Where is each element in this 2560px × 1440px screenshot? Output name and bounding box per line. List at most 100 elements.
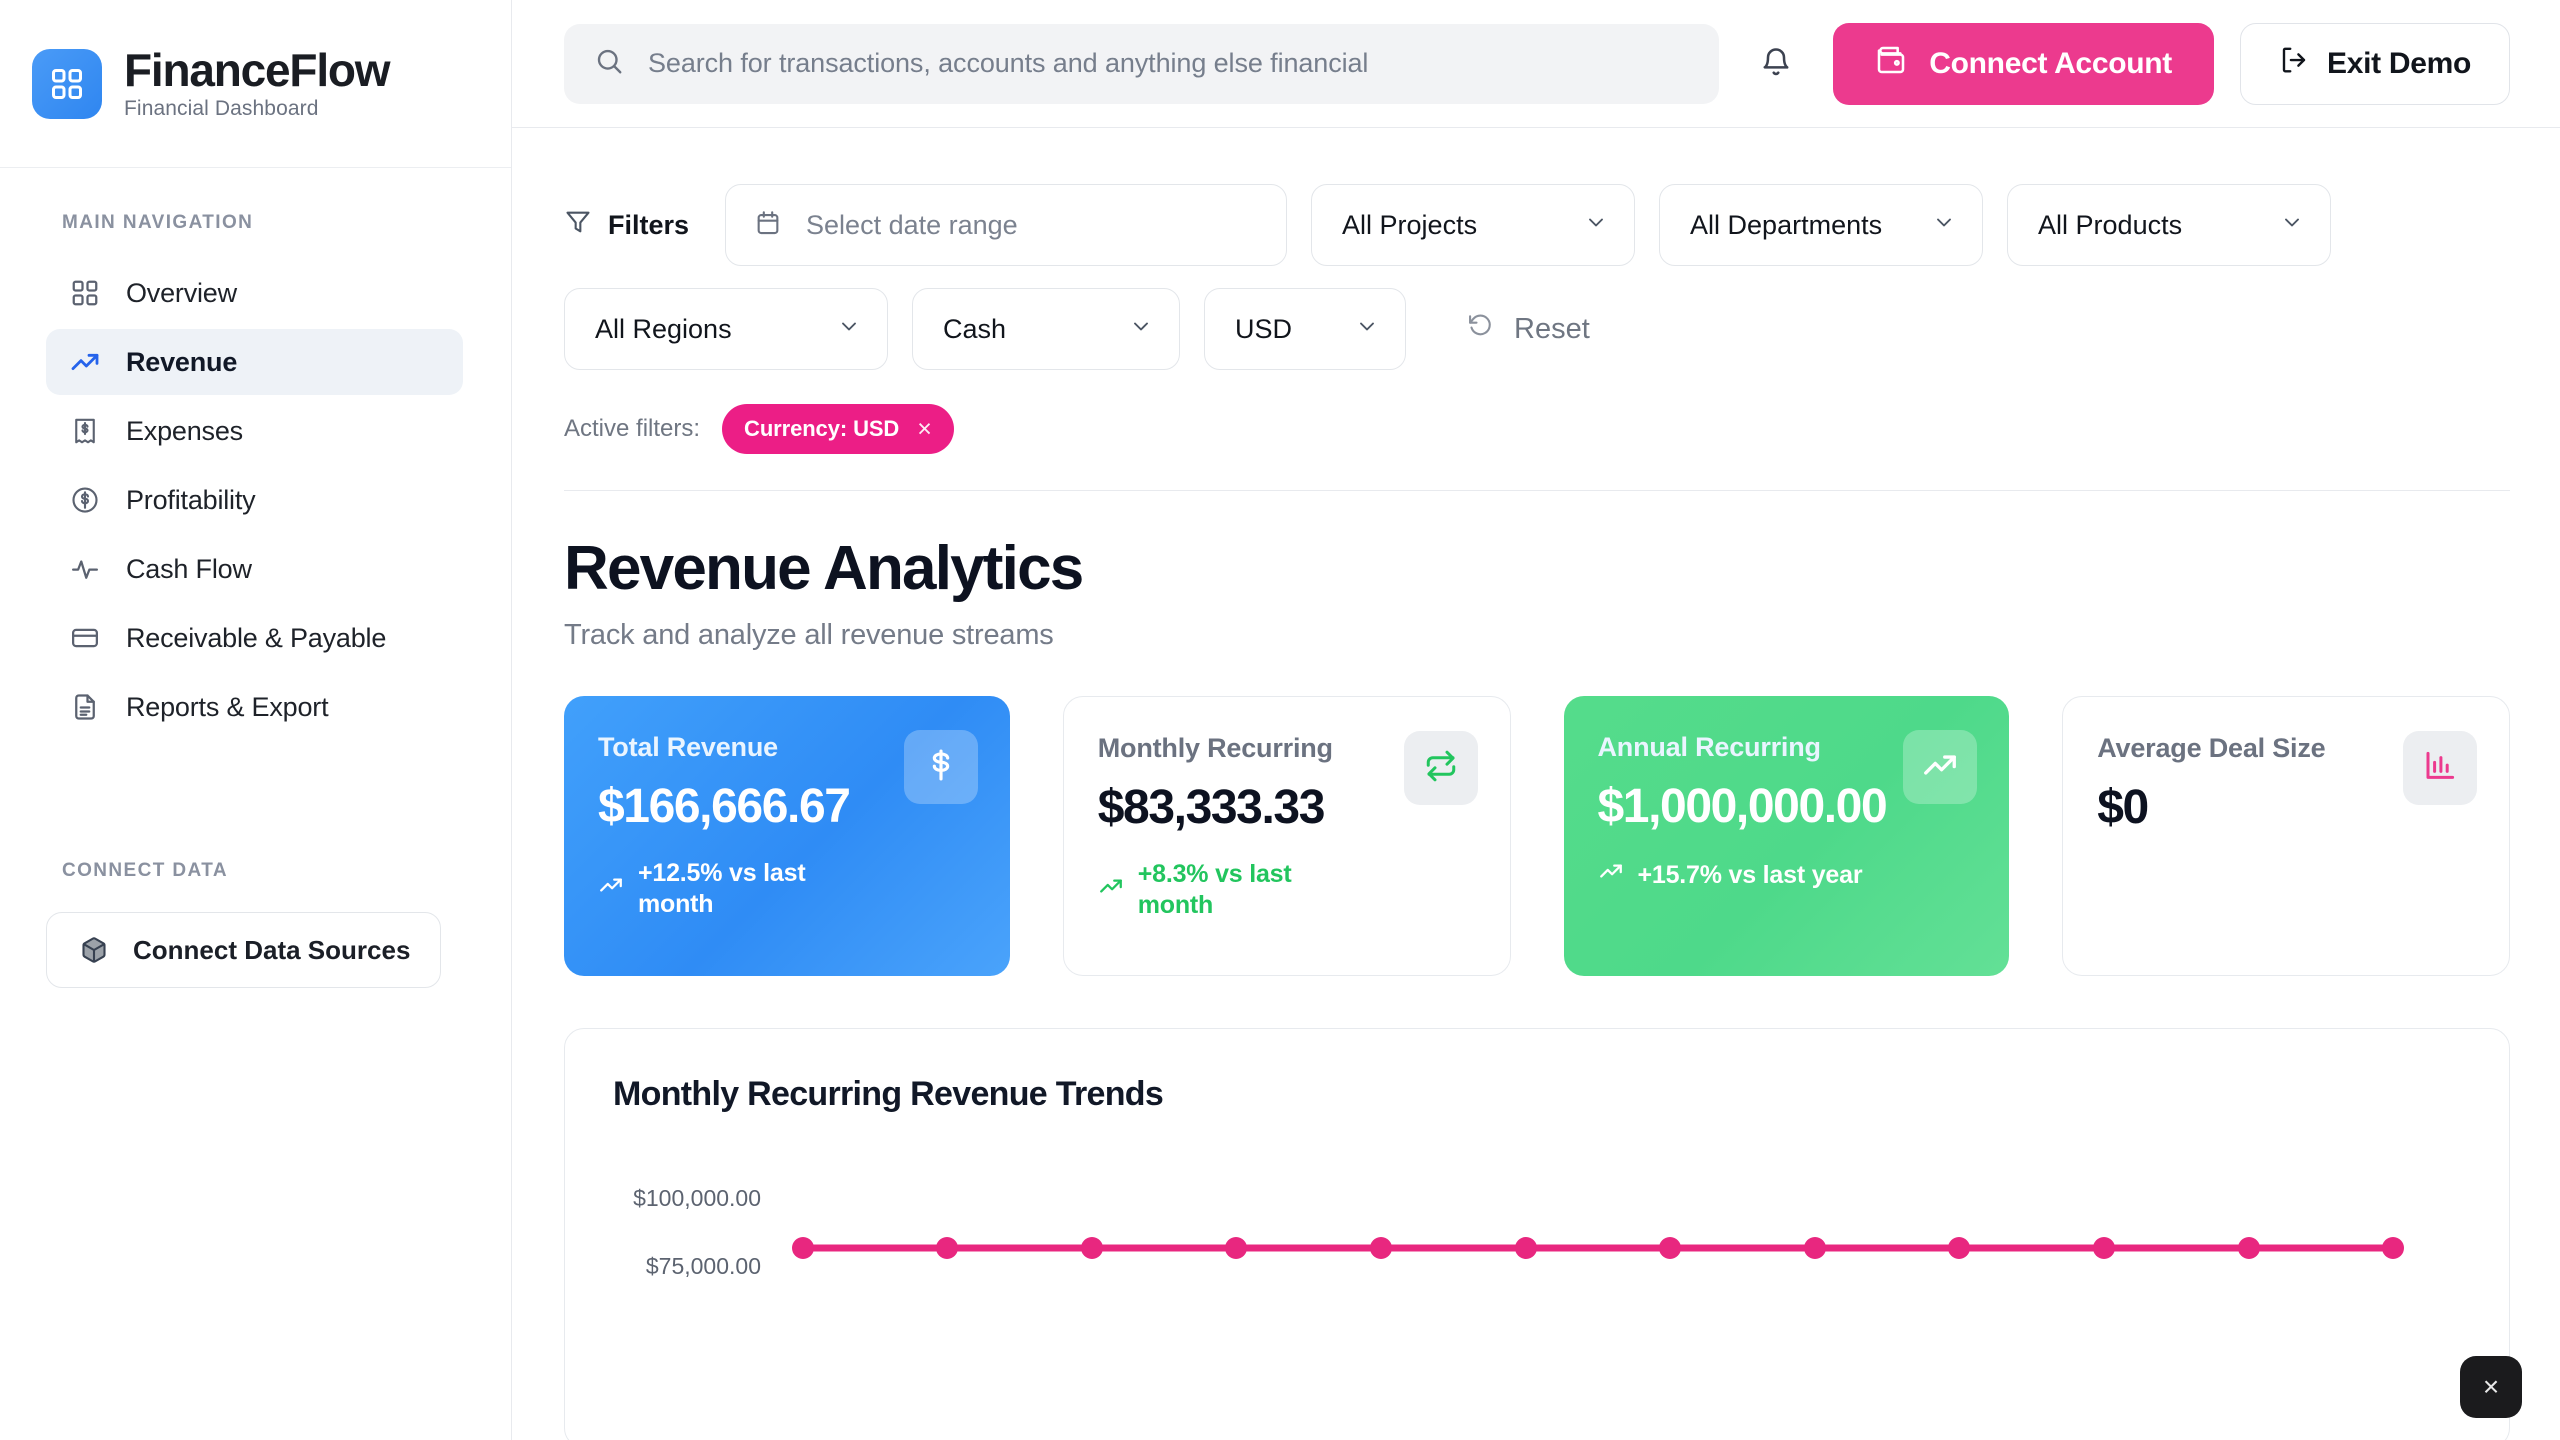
active-filter-chip-currency[interactable]: Currency: USD × bbox=[722, 404, 954, 454]
chart-area[interactable]: $100,000.00 $75,000.00 bbox=[613, 1156, 2461, 1440]
kpi-value: $83,333.33 bbox=[1097, 781, 1326, 835]
regions-select[interactable]: All Regions bbox=[564, 288, 888, 370]
active-filters: Active filters: Currency: USD × bbox=[564, 404, 2510, 454]
search-input[interactable]: Search for transactions, accounts and an… bbox=[564, 23, 1720, 104]
dollar-sign-icon bbox=[922, 746, 960, 789]
sidebar-item-receivable-payable[interactable]: Receivable & Payable bbox=[46, 605, 463, 671]
page-subtitle: Track and analyze all revenue streams bbox=[564, 619, 1054, 652]
kpi-card-row: Total Revenue $166,666.67 +12.5% vs last… bbox=[564, 696, 2510, 977]
currency-select[interactable]: USD bbox=[1204, 288, 1406, 370]
brand-title: FinanceFlow bbox=[124, 44, 391, 97]
date-range-picker[interactable]: Select date range bbox=[725, 184, 1288, 266]
sidebar-item-label: Reports & Export bbox=[126, 691, 329, 722]
trending-up-icon bbox=[1098, 873, 1124, 907]
chart-title: Monthly Recurring Revenue Trends bbox=[613, 1075, 1164, 1114]
kpi-card-monthly-recurring[interactable]: Monthly Recurring $83,333.33 +8.3% vs la… bbox=[1062, 696, 1511, 977]
projects-select-value: All Projects bbox=[1342, 209, 1478, 240]
trending-up-icon bbox=[1598, 858, 1624, 892]
data-point[interactable] bbox=[1081, 1237, 1103, 1260]
nav-list: Overview Revenue bbox=[0, 260, 511, 740]
data-point[interactable] bbox=[936, 1237, 958, 1260]
connect-data-section: CONNECT DATA Connect Data Sources bbox=[0, 860, 511, 988]
sidebar-item-cash-flow[interactable]: Cash Flow bbox=[46, 536, 463, 602]
data-point[interactable] bbox=[792, 1237, 814, 1260]
sidebar-item-label: Overview bbox=[126, 277, 237, 308]
accounting-basis-select[interactable]: Cash bbox=[912, 288, 1180, 370]
data-point[interactable] bbox=[1225, 1237, 1247, 1260]
calendar-icon bbox=[754, 209, 782, 242]
accounting-basis-value: Cash bbox=[943, 313, 1007, 344]
notifications-button[interactable] bbox=[1745, 33, 1807, 95]
kpi-card-annual-recurring[interactable]: Annual Recurring $1,000,000.00 +15.7% vs… bbox=[1563, 696, 2010, 977]
data-point[interactable] bbox=[2238, 1237, 2260, 1260]
x-icon[interactable]: × bbox=[917, 414, 932, 443]
regions-select-value: All Regions bbox=[595, 313, 732, 344]
data-point[interactable] bbox=[1659, 1237, 1681, 1260]
chevron-down-icon bbox=[1129, 314, 1153, 345]
nav-section-label: MAIN NAVIGATION bbox=[62, 212, 254, 233]
data-point[interactable] bbox=[1804, 1237, 1826, 1260]
active-filters-label: Active filters: bbox=[564, 415, 701, 442]
kpi-delta: +8.3% vs last month bbox=[1098, 859, 1358, 922]
y-axis-tick-75000: $75,000.00 bbox=[646, 1253, 761, 1279]
wallet-icon bbox=[1875, 44, 1907, 84]
kpi-card-total-revenue[interactable]: Total Revenue $166,666.67 +12.5% vs last… bbox=[564, 696, 1010, 977]
date-range-placeholder: Select date range bbox=[806, 209, 1018, 240]
kpi-delta: +15.7% vs last year bbox=[1598, 858, 1976, 892]
exit-demo-button[interactable]: Exit Demo bbox=[2239, 22, 2510, 105]
y-axis-tick-100000: $100,000.00 bbox=[633, 1185, 761, 1211]
kpi-card-average-deal-size[interactable]: Average Deal Size $0 bbox=[2062, 696, 2510, 977]
sidebar-item-label: Receivable & Payable bbox=[126, 622, 387, 653]
top-bar: Search for transactions, accounts and an… bbox=[512, 0, 2560, 128]
data-point[interactable] bbox=[2382, 1237, 2404, 1260]
sidebar-item-reports-export[interactable]: Reports & Export bbox=[46, 674, 463, 740]
reset-label: Reset bbox=[1514, 312, 1590, 345]
kpi-badge bbox=[1903, 730, 1978, 805]
kpi-delta: +12.5% vs last month bbox=[598, 858, 858, 921]
filters-divider bbox=[564, 490, 2510, 491]
products-select[interactable]: All Products bbox=[2007, 184, 2332, 266]
sidebar-item-expenses[interactable]: Expenses bbox=[46, 398, 463, 464]
activity-icon bbox=[68, 552, 102, 586]
dollar-circle-icon bbox=[68, 483, 102, 517]
chevron-down-icon bbox=[1932, 210, 1956, 241]
reset-filters-button[interactable]: Reset bbox=[1452, 311, 1604, 347]
sidebar-item-revenue[interactable]: Revenue bbox=[46, 329, 463, 395]
trending-up-icon bbox=[68, 345, 102, 379]
data-point[interactable] bbox=[1515, 1237, 1537, 1260]
brand-text: FinanceFlow Financial Dashboard bbox=[124, 44, 391, 120]
products-select-value: All Products bbox=[2038, 209, 2183, 240]
data-point[interactable] bbox=[1948, 1237, 1970, 1260]
sidebar: FinanceFlow Financial Dashboard MAIN NAV… bbox=[0, 0, 512, 1440]
departments-select[interactable]: All Departments bbox=[1659, 184, 1984, 266]
page-title: Revenue Analytics bbox=[564, 534, 1084, 603]
repeat-icon bbox=[1423, 748, 1459, 789]
currency-select-value: USD bbox=[1235, 313, 1293, 344]
projects-select[interactable]: All Projects bbox=[1311, 184, 1636, 266]
kpi-label: Total Revenue bbox=[598, 732, 778, 763]
connect-data-sources-label: Connect Data Sources bbox=[133, 934, 411, 965]
mrr-line-chart[interactable]: $100,000.00 $75,000.00 bbox=[613, 1156, 2510, 1440]
sidebar-nav: MAIN NAVIGATION Overview bbox=[0, 168, 511, 1440]
close-overlay-button[interactable]: × bbox=[2460, 1356, 2522, 1418]
sidebar-item-label: Expenses bbox=[126, 415, 243, 446]
connect-account-button[interactable]: Connect Account bbox=[1833, 22, 2214, 105]
data-point[interactable] bbox=[2093, 1237, 2115, 1260]
chart-panel: Monthly Recurring Revenue Trends $100,00… bbox=[564, 1028, 2510, 1440]
sidebar-item-overview[interactable]: Overview bbox=[46, 260, 463, 326]
data-point[interactable] bbox=[1370, 1237, 1392, 1260]
brand-header[interactable]: FinanceFlow Financial Dashboard bbox=[0, 0, 511, 168]
brand-subtitle: Financial Dashboard bbox=[124, 96, 319, 120]
log-out-icon bbox=[2279, 45, 2309, 83]
connect-data-sources-button[interactable]: Connect Data Sources bbox=[46, 912, 442, 988]
rotate-ccw-icon bbox=[1466, 311, 1494, 347]
sidebar-item-profitability[interactable]: Profitability bbox=[46, 467, 463, 533]
kpi-badge bbox=[2403, 731, 2477, 806]
departments-select-value: All Departments bbox=[1690, 209, 1883, 240]
grid-dashboard-icon bbox=[52, 68, 82, 99]
kpi-badge bbox=[1403, 731, 1478, 806]
filters-bar: Filters Select date range bbox=[564, 128, 2510, 491]
connect-data-label: CONNECT DATA bbox=[62, 860, 228, 881]
app-logo bbox=[32, 48, 102, 119]
